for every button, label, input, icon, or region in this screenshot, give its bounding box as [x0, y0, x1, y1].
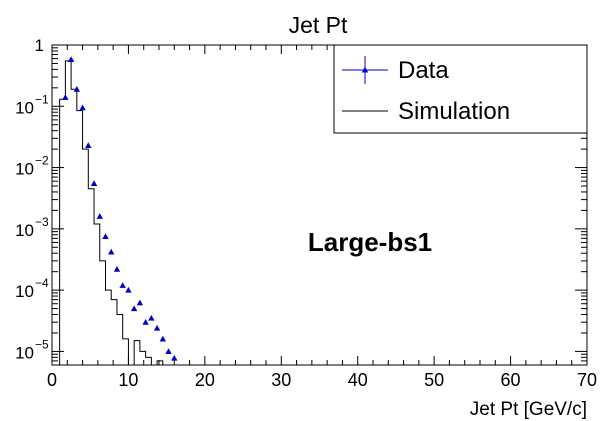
y-tick-label: 10	[15, 282, 34, 301]
y-tick-label: 1	[35, 36, 44, 55]
data-point	[90, 180, 98, 187]
data-point	[130, 305, 138, 312]
y-tick-label: 10	[15, 343, 34, 362]
plot-frame	[51, 44, 588, 366]
data-point	[142, 318, 149, 325]
legend: Data Simulation	[333, 44, 588, 134]
chart-text: Jet Pt Jet Pt [GeV/c] Large-bs1	[289, 12, 587, 420]
simulation-series	[59, 60, 175, 366]
data-point	[171, 354, 178, 361]
x-tick-label: 20	[195, 370, 215, 390]
data-point	[102, 233, 109, 240]
annotation-large-bs1: Large-bs1	[308, 227, 432, 257]
legend-box	[333, 44, 588, 134]
y-tick-exponent: −1	[35, 92, 49, 106]
plot-frame-rect	[51, 44, 588, 366]
x-tick-label: 0	[47, 370, 57, 390]
y-tick-label: 10	[15, 160, 34, 179]
data-point	[67, 56, 75, 63]
data-point	[85, 142, 92, 148]
x-tick-label: 70	[577, 370, 597, 390]
data-point	[108, 248, 115, 255]
legend-data-marker	[361, 66, 369, 73]
x-tick-label: 10	[118, 370, 138, 390]
simulation-step-line	[59, 60, 175, 366]
data-point	[79, 104, 86, 111]
data-point	[153, 324, 161, 331]
data-point	[113, 265, 121, 272]
x-tick-label: 30	[271, 370, 291, 390]
data-series	[62, 56, 178, 361]
data-point	[62, 94, 69, 100]
data-point	[165, 348, 172, 354]
legend-simulation-label: Simulation	[398, 98, 510, 125]
data-point	[96, 213, 103, 219]
x-tick-label: 40	[348, 370, 368, 390]
chart-title: Jet Pt	[289, 12, 348, 38]
data-point	[73, 86, 81, 92]
legend-data-label: Data	[398, 57, 449, 84]
x-tick-label: 50	[424, 370, 444, 390]
x-axis-label: Jet Pt [GeV/c]	[470, 399, 587, 420]
data-point	[125, 286, 132, 293]
y-tick-exponent: −5	[35, 337, 49, 351]
y-tick-exponent: −3	[35, 215, 49, 229]
data-point	[148, 314, 155, 321]
y-tick-exponent: −2	[35, 154, 49, 168]
data-point	[119, 282, 126, 288]
y-tick-label: 10	[15, 221, 34, 240]
y-tick-exponent: −4	[35, 276, 49, 290]
y-tick-label: 10	[15, 98, 34, 117]
data-point	[136, 299, 144, 306]
x-tick-label: 60	[501, 370, 521, 390]
data-point	[159, 335, 167, 342]
